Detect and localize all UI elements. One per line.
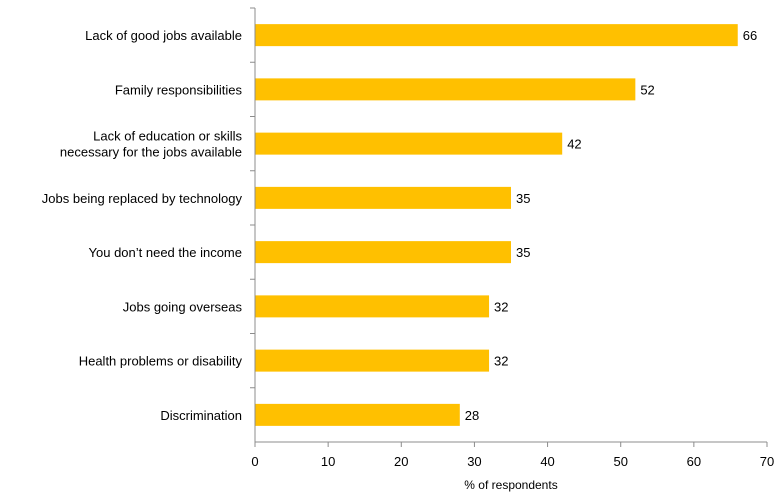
category-label-4: You don’t need the income xyxy=(89,245,242,260)
category-label-3: Jobs being replaced by technology xyxy=(42,191,243,206)
value-label-6: 32 xyxy=(494,354,508,369)
category-label-7: Discrimination xyxy=(160,408,242,423)
value-label-7: 28 xyxy=(465,408,479,423)
category-label-5: Jobs going overseas xyxy=(123,299,243,314)
bar-2 xyxy=(255,132,563,155)
category-label-0: Lack of good jobs available xyxy=(85,28,242,43)
x-tick-label-7: 70 xyxy=(760,454,774,469)
category-label-6: Health problems or disability xyxy=(79,354,243,369)
x-tick-label-1: 10 xyxy=(321,454,335,469)
value-label-3: 35 xyxy=(516,191,530,206)
category-label-2: Lack of education or skills necessary for… xyxy=(60,129,243,160)
y-ticks-layer xyxy=(250,7,255,389)
bar-4 xyxy=(255,241,511,264)
value-label-0: 66 xyxy=(743,28,757,43)
bar-1 xyxy=(255,78,636,101)
bar-7 xyxy=(255,403,460,426)
x-ticks-layer: 0 10 20 30 40 50 60 70 xyxy=(251,442,774,469)
category-labels-layer: Lack of good jobs available Family respon… xyxy=(42,28,243,423)
x-tick-label-6: 60 xyxy=(687,454,701,469)
bar-6 xyxy=(255,349,490,372)
x-tick-label-4: 40 xyxy=(540,454,554,469)
x-tick-label-3: 30 xyxy=(467,454,481,469)
x-axis-title: % of respondents xyxy=(464,478,557,492)
bar-0 xyxy=(255,24,738,47)
bar-5 xyxy=(255,295,490,318)
value-label-1: 52 xyxy=(640,82,654,97)
value-labels-layer: 66 52 42 35 35 32 32 28 xyxy=(465,28,757,423)
x-tick-label-5: 50 xyxy=(613,454,627,469)
bars-layer xyxy=(255,24,738,426)
value-label-4: 35 xyxy=(516,245,530,260)
bar-3 xyxy=(255,186,511,209)
value-label-2: 42 xyxy=(567,137,581,152)
x-tick-label-2: 20 xyxy=(394,454,408,469)
category-label-1: Family responsibilities xyxy=(115,82,243,97)
x-tick-label-0: 0 xyxy=(251,454,258,469)
value-label-5: 32 xyxy=(494,299,508,314)
